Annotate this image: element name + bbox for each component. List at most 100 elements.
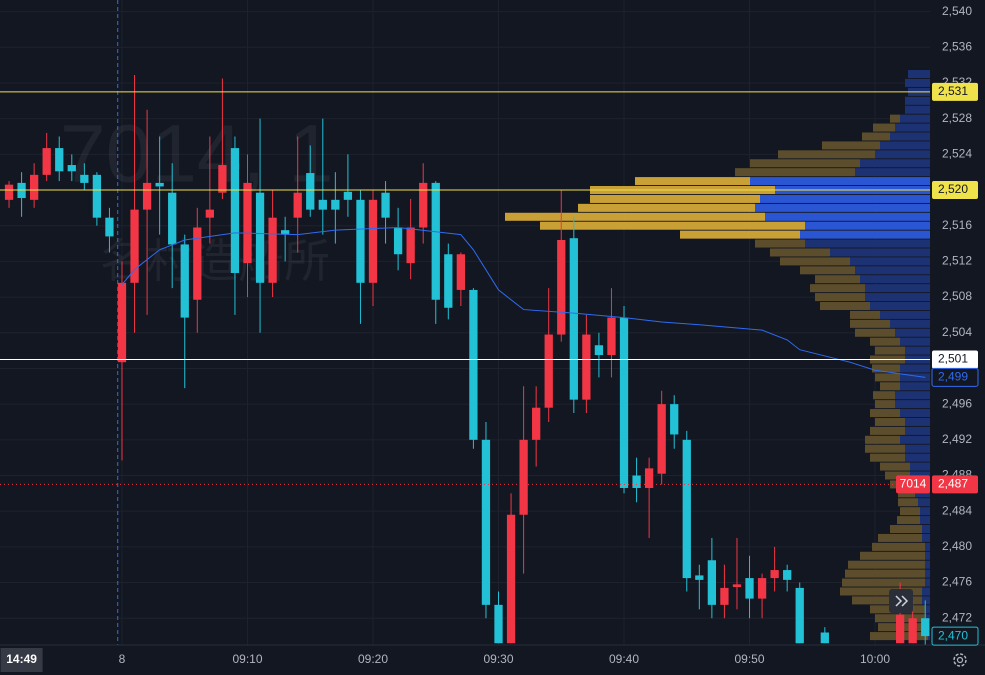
candle-body (632, 475, 641, 488)
profile-down (878, 533, 922, 542)
reference-tag (932, 475, 978, 494)
profile-up (920, 516, 930, 525)
candle-body (783, 570, 792, 580)
profile-up (855, 168, 930, 177)
y-tick-label: 2,476 (942, 575, 972, 589)
vwap-line (121, 226, 926, 378)
profile-down (778, 150, 875, 159)
profile-up (855, 266, 930, 275)
profile-down (850, 319, 890, 328)
candle-body (105, 217, 114, 237)
profile-up (890, 319, 930, 328)
candle-body (469, 289, 478, 440)
x-tick-label: 09:40 (609, 652, 639, 666)
settings-button[interactable] (953, 653, 967, 667)
candle-body (306, 173, 315, 210)
candle-body (921, 618, 930, 637)
price-tag (932, 350, 978, 369)
profile-down (865, 444, 905, 453)
profile-down (875, 373, 900, 382)
profile-up (925, 605, 930, 614)
profile-down (855, 328, 895, 337)
profile-up (905, 426, 930, 435)
profile-up (922, 533, 930, 542)
candle-body (42, 148, 51, 175)
candle-body (770, 570, 779, 579)
profile-down (890, 114, 900, 123)
candle-body (117, 282, 127, 363)
profile-up (875, 150, 930, 159)
last-price-tag (931, 626, 979, 646)
candle-body (356, 199, 365, 283)
profile-down (873, 391, 895, 400)
candle-body (331, 199, 340, 210)
profile-up (900, 409, 930, 418)
x-tick-label: 09:20 (358, 652, 388, 666)
gear-outer (953, 653, 967, 667)
profile-down (842, 578, 925, 587)
profile-up (908, 70, 930, 79)
profile-up (900, 382, 930, 391)
profile-down (810, 284, 865, 293)
y-tick-label: 2,480 (942, 539, 972, 553)
profile-down (750, 159, 860, 168)
candle-body (343, 191, 353, 200)
x-tick-label: 10:00 (860, 652, 890, 666)
profile-up (800, 230, 930, 239)
profile-up (925, 551, 930, 560)
profile-down (815, 275, 860, 284)
profile-up (860, 275, 930, 284)
profile-up (895, 123, 930, 132)
profile-up (925, 578, 930, 587)
candle-body (130, 209, 139, 283)
cursor-time: 14:49 (6, 652, 37, 666)
profile-up (900, 435, 930, 444)
profile-up (900, 337, 930, 346)
candle-body (745, 578, 754, 599)
profile-up (905, 105, 930, 114)
profile-down (870, 409, 900, 418)
y-tick-label: 2,536 (942, 39, 972, 53)
profile-up (890, 132, 930, 141)
candle-body (281, 230, 290, 235)
y-tick-label: 2,528 (942, 111, 972, 125)
profile-down (755, 239, 805, 248)
candle-body (255, 192, 265, 283)
candle-body (230, 148, 240, 273)
time-axis (0, 645, 930, 675)
candle-body (205, 209, 214, 218)
vwap-label: 2,499 (938, 370, 968, 384)
candle-body (519, 439, 528, 515)
y-tick-label: 2,492 (942, 432, 972, 446)
price-tag (932, 181, 978, 200)
profile-up (925, 542, 930, 551)
candle-body (682, 439, 691, 579)
profile-down (862, 132, 890, 141)
profile-down (540, 221, 805, 230)
profile-up (922, 587, 930, 596)
candle-body (155, 182, 164, 187)
profile-up (910, 462, 930, 471)
profile-up (905, 78, 930, 87)
profile-up (860, 159, 930, 168)
scroll-to-realtime-button[interactable] (889, 589, 913, 613)
candle-body (544, 334, 553, 408)
profile-up (805, 239, 930, 248)
candle-body (243, 182, 252, 264)
candle-body (607, 317, 616, 356)
profile-down (872, 542, 925, 551)
candle-body (657, 404, 666, 474)
profile-up (880, 310, 930, 319)
y-tick-label: 2,484 (942, 503, 972, 517)
profile-down (865, 435, 900, 444)
y-tick-label: 2,496 (942, 396, 972, 410)
profile-down (578, 203, 755, 212)
candle-body (820, 632, 829, 644)
candle-body (670, 404, 679, 435)
x-tick-label: 09:10 (232, 652, 262, 666)
profile-up (905, 96, 930, 105)
reference-name-tag (896, 475, 930, 494)
profile-down (850, 310, 880, 319)
profile-up (870, 301, 930, 311)
price-tag (932, 82, 978, 101)
